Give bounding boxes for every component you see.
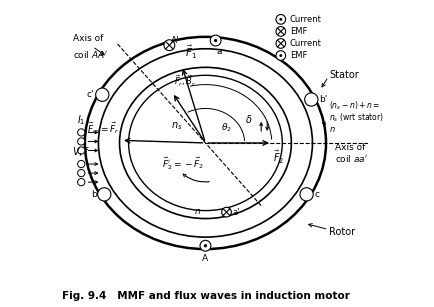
Text: coil $AA'$: coil $AA'$ (72, 49, 108, 60)
Text: Rotor: Rotor (328, 227, 354, 237)
Text: $\vec{F}_1$: $\vec{F}_1$ (184, 43, 197, 61)
Text: $I_1$: $I_1$ (77, 114, 85, 127)
Circle shape (97, 188, 111, 201)
Text: Axis of: Axis of (72, 34, 103, 44)
Text: $\vec{F}_m = \vec{F}_r$: $\vec{F}_m = \vec{F}_r$ (86, 120, 119, 136)
Circle shape (77, 161, 85, 168)
Circle shape (279, 18, 282, 21)
Circle shape (299, 188, 312, 201)
Text: $\theta_2$: $\theta_2$ (220, 121, 231, 134)
Text: n: n (194, 207, 200, 216)
Text: $V, f$: $V, f$ (72, 146, 90, 158)
Text: c': c' (87, 90, 94, 99)
Circle shape (275, 51, 285, 60)
Circle shape (210, 35, 220, 46)
Circle shape (77, 169, 85, 177)
Text: a': a' (232, 208, 240, 217)
Circle shape (221, 207, 231, 217)
Text: Axis of: Axis of (334, 143, 365, 152)
Text: $n$: $n$ (328, 125, 335, 134)
Text: $\vec{F}_2' = -\vec{F}_2$: $\vec{F}_2' = -\vec{F}_2$ (161, 155, 204, 172)
Circle shape (275, 14, 285, 24)
Circle shape (77, 178, 85, 186)
Text: $\vec{F}_r, \vec{B}_r$: $\vec{F}_r, \vec{B}_r$ (174, 74, 196, 89)
Text: $\delta$: $\delta$ (244, 113, 252, 125)
Circle shape (77, 129, 85, 136)
Circle shape (275, 39, 285, 48)
Text: b: b (90, 190, 96, 199)
Text: $n_s$ (wrt stator): $n_s$ (wrt stator) (328, 111, 383, 124)
Circle shape (204, 244, 207, 247)
Text: coil $aa'$: coil $aa'$ (334, 153, 368, 164)
Circle shape (214, 39, 217, 42)
Circle shape (200, 240, 210, 251)
Text: b': b' (319, 95, 327, 104)
Circle shape (77, 147, 85, 154)
Text: Current: Current (289, 39, 321, 48)
Circle shape (279, 54, 282, 57)
Text: $\vec{F}_2$: $\vec{F}_2$ (273, 149, 284, 166)
Text: A: A (202, 254, 208, 263)
Circle shape (95, 88, 108, 101)
Text: $n_s$: $n_s$ (171, 120, 182, 132)
Text: a: a (216, 47, 222, 56)
Text: c: c (314, 190, 319, 199)
Text: Current: Current (289, 15, 321, 24)
Text: $(n_s - n) + n =$: $(n_s - n) + n =$ (328, 99, 379, 111)
Circle shape (304, 93, 317, 106)
Circle shape (164, 40, 174, 51)
Text: Fig. 9.4   MMF and flux waves in induction motor: Fig. 9.4 MMF and flux waves in induction… (61, 291, 349, 301)
Text: EMF: EMF (289, 51, 306, 60)
Circle shape (275, 27, 285, 36)
Text: A': A' (171, 36, 179, 45)
Text: Stator: Stator (328, 70, 358, 80)
Text: EMF: EMF (289, 27, 306, 36)
Circle shape (77, 138, 85, 145)
